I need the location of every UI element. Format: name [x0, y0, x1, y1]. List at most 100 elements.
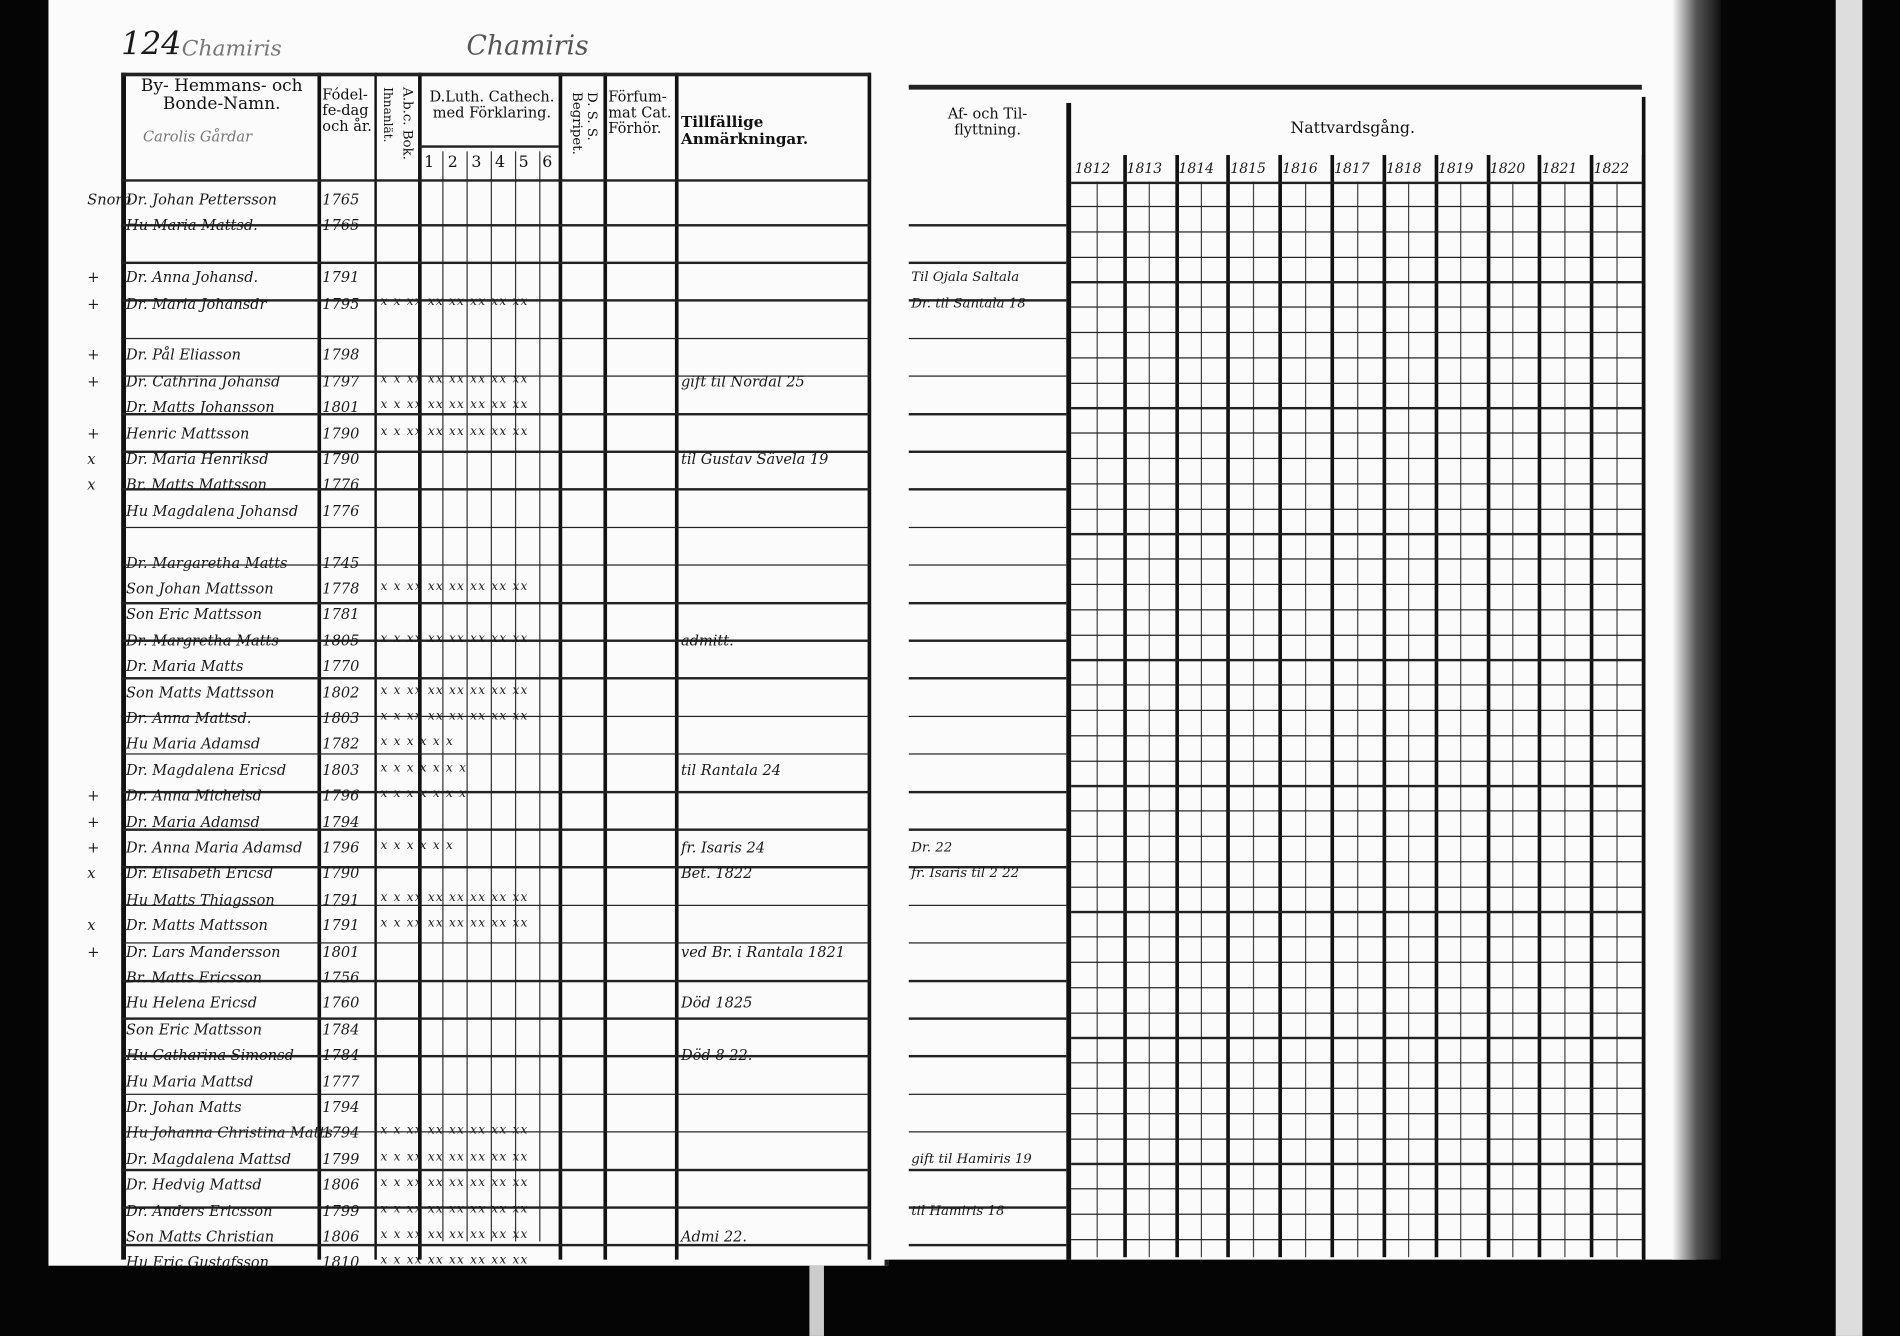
- column-header-moves: Af- och Til-flyttning.: [947, 105, 1028, 139]
- birth-year: 1805: [322, 632, 360, 649]
- column-header-missed: Förfum-mat Cat. Förhör.: [608, 88, 672, 138]
- row-rule: [908, 942, 1067, 944]
- birth-year: 1797: [322, 372, 360, 390]
- birth-year: 1776: [322, 502, 360, 520]
- birth-year: 1791: [322, 891, 360, 909]
- left-page: [48, 0, 889, 1266]
- column-header-inoculated: Ihnanlät.: [380, 87, 394, 143]
- person-name: Dr. Anders Ericsson: [126, 1202, 273, 1220]
- grid-rule: [1071, 684, 1642, 687]
- grid-rule: [1071, 382, 1642, 384]
- year-rule: [1538, 155, 1542, 1258]
- column-rule: [539, 151, 541, 1242]
- move-note: Dr. 22: [911, 839, 953, 856]
- grid-rule: [1071, 1188, 1642, 1190]
- person-name: Hu Magdalena Johansd: [126, 502, 299, 520]
- row-rule: [908, 790, 1067, 793]
- birth-year: 1810: [322, 1254, 360, 1272]
- row-rule: [908, 375, 1067, 378]
- row-rule: [121, 866, 871, 869]
- exam-marks: x x xx xx xx xx xx xx: [380, 1228, 529, 1242]
- person-name: Hu Johanna Christina Matts: [126, 1124, 333, 1142]
- year-label: 1819: [1437, 159, 1474, 177]
- grid-rule: [1071, 483, 1642, 485]
- person-name: Dr. Pål Eliasson: [126, 346, 241, 364]
- half-year-rule: [1252, 181, 1254, 1258]
- grid-rule: [1071, 1062, 1642, 1065]
- row-rule: [121, 601, 871, 604]
- column-header-dss: D. S. S. Begripet.: [569, 92, 601, 155]
- page-shadow: [1672, 0, 1721, 1260]
- half-year-rule: [1564, 181, 1566, 1258]
- grid-rule: [1071, 1138, 1642, 1140]
- person-name: Dr. Maria Adamsd: [126, 813, 260, 831]
- person-name: Dr. Magdalena Ericsd: [126, 761, 287, 779]
- year-label: 1818: [1386, 159, 1422, 177]
- column-header-abc-book: A.b.c. Bok.: [399, 87, 416, 160]
- remark: gift til Nordal 25: [680, 372, 805, 390]
- grid-rule: [1071, 961, 1642, 964]
- row-rule: [908, 1131, 1067, 1133]
- row-rule: [121, 1131, 871, 1133]
- row-rule: [908, 904, 1067, 907]
- row-rule: [121, 526, 871, 529]
- person-name: Dr. Anna Johansd.: [126, 269, 259, 287]
- remark: admitt.: [680, 632, 734, 649]
- person-name: Hu Matts Thiagsson: [126, 891, 275, 909]
- remark: Död 8 22.: [680, 1046, 753, 1064]
- row-rule: [908, 715, 1067, 718]
- move-note: fr. Isaris til 2 22: [911, 865, 1020, 882]
- person-name: Dr. Maria Johansdr: [126, 295, 267, 312]
- remark: Bet. 1822: [680, 865, 753, 883]
- person-name: Hu Catharina Simonsd: [126, 1046, 294, 1064]
- year-rule: [1589, 155, 1594, 1258]
- row-rule: [908, 1017, 1067, 1020]
- birth-year: 1806: [322, 1228, 360, 1246]
- person-name: Son Matts Mattsson: [126, 683, 275, 701]
- grid-rule: [1071, 1012, 1642, 1014]
- row-rule: [908, 828, 1067, 831]
- exam-marks: x x xx xx xx xx xx xx: [380, 891, 529, 905]
- grid-rule: [1071, 533, 1642, 535]
- half-year-rule: [1615, 181, 1618, 1258]
- half-year-rule: [1512, 181, 1514, 1258]
- running-head-left: Chamiris: [181, 36, 282, 62]
- birth-year: 1782: [322, 735, 360, 753]
- column-header-remarks: Tillfällige Anmärkningar.: [680, 112, 809, 148]
- row-rule: [121, 753, 871, 755]
- column-rule: [558, 72, 563, 1260]
- birth-year: 1802: [322, 683, 360, 701]
- grid-rule: [1071, 331, 1642, 334]
- exam-marks: x x xx xx xx xx xx xx: [380, 1150, 529, 1164]
- row-margin-mark: x: [87, 917, 96, 935]
- year-label: 1821: [1541, 159, 1578, 177]
- column-header-catechism: D.Luth. Cathech. med Förklaring.: [429, 88, 555, 122]
- birth-year: 1791: [322, 917, 360, 935]
- grid-rule: [1071, 785, 1642, 787]
- row-rule: [121, 677, 871, 680]
- year-label: 1812: [1074, 159, 1111, 177]
- grid-rule: [1071, 1163, 1642, 1165]
- catechism-part-number: 6: [542, 153, 553, 172]
- row-rule: [121, 1244, 871, 1247]
- person-name: Dr. Cathrina Johansd: [126, 372, 281, 390]
- grid-rule: [1071, 1238, 1642, 1241]
- row-rule: [121, 261, 871, 264]
- year-rule: [1486, 155, 1490, 1258]
- row-margin-mark: +: [87, 372, 100, 390]
- row-rule: [908, 1093, 1067, 1096]
- birth-year: 1794: [322, 1124, 360, 1142]
- grid-rule: [1071, 407, 1642, 410]
- catechism-part-number: 3: [471, 153, 482, 172]
- year-rule: [1330, 155, 1335, 1258]
- exam-marks: x x xx xx xx xx xx xx: [380, 424, 529, 438]
- year-label: 1814: [1178, 159, 1215, 177]
- row-margin-mark: +: [87, 269, 100, 287]
- row-rule: [908, 639, 1067, 642]
- exam-marks: x x x x x x: [380, 735, 455, 749]
- row-rule: [908, 261, 1067, 264]
- header-rule: [908, 84, 1642, 90]
- row-margin-mark: +: [87, 787, 100, 805]
- catechism-part-number: 5: [518, 153, 529, 172]
